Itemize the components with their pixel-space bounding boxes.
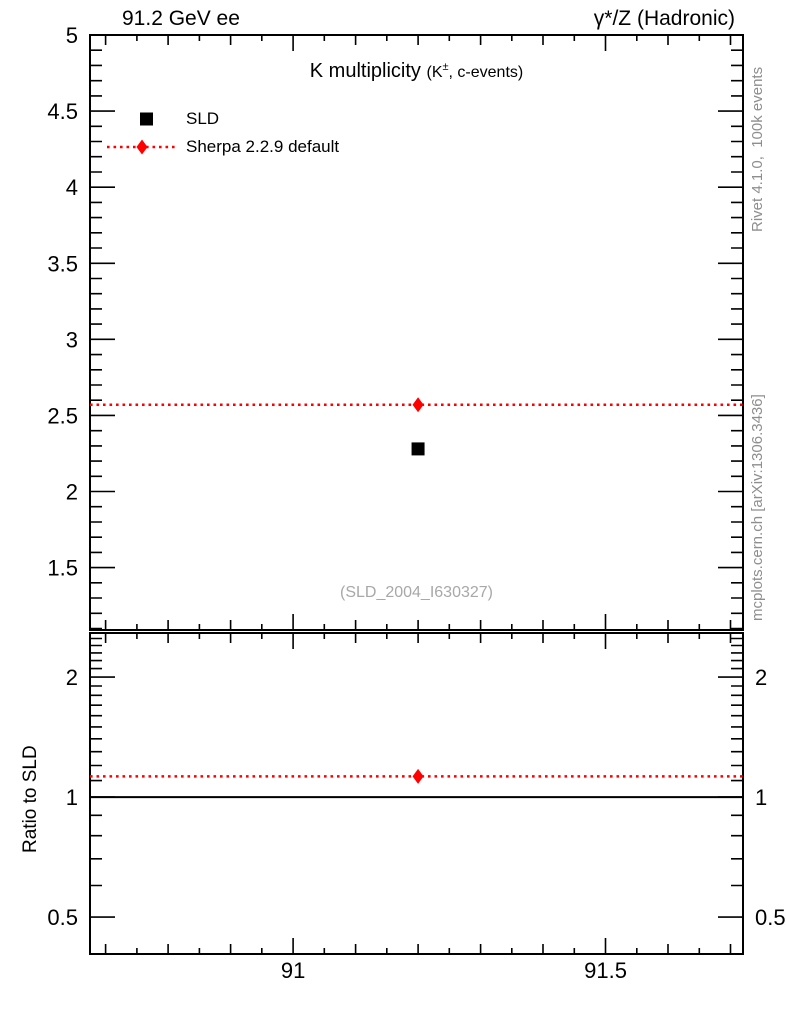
main-y-tick-label: 2 bbox=[66, 480, 78, 505]
ratio-y-tick-label-right: 1 bbox=[755, 785, 767, 810]
data-point-marker bbox=[411, 442, 425, 456]
ratio-y-tick-label-right: 2 bbox=[755, 665, 767, 690]
ratio-axis-title: Ratio to SLD bbox=[20, 745, 41, 853]
main-plot-frame bbox=[89, 34, 744, 631]
sherpa-diamond-line-icon bbox=[107, 139, 175, 155]
x-axis-ticks bbox=[104, 35, 732, 954]
process-label: γ*/Z (Hadronic) bbox=[593, 7, 735, 30]
mcplots-reference-note: mcplots.cern.ch [arXiv:1306.3436] bbox=[749, 394, 766, 621]
legend-diamond-marker bbox=[136, 139, 148, 155]
main-y-tick-label: 1.5 bbox=[47, 556, 78, 581]
beam-energy-label: 91.2 GeV ee bbox=[122, 7, 240, 30]
legend-item: SLD bbox=[105, 105, 339, 133]
x-tick-label: 91.5 bbox=[584, 958, 627, 983]
legend-item-label: Sherpa 2.2.9 default bbox=[186, 137, 340, 156]
mc-prediction-marker bbox=[412, 397, 424, 413]
ratio-plot-frame bbox=[89, 632, 744, 955]
plot-title: K multiplicity (K±, c-events) bbox=[90, 60, 743, 83]
ratio-y-tick-label-left: 1 bbox=[66, 785, 78, 810]
legend-square-marker bbox=[140, 112, 153, 126]
legend-item-label: SLD bbox=[186, 109, 220, 128]
ratio-y-tick-label-left: 0.5 bbox=[47, 905, 78, 930]
legend: SLD Sherpa 2.2.9 default bbox=[105, 105, 339, 161]
main-y-tick-label: 5 bbox=[66, 23, 78, 48]
main-y-tick-label: 4 bbox=[66, 175, 78, 200]
legend-item: Sherpa 2.2.9 default bbox=[105, 133, 339, 161]
rivet-version-note: Rivet 4.1.0, 100k events bbox=[749, 66, 766, 232]
ratio-y-tick-label-left: 2 bbox=[66, 665, 78, 690]
main-y-tick-label: 2.5 bbox=[47, 403, 78, 428]
ratio-y-axis-ticks bbox=[90, 637, 743, 918]
main-y-tick-label: 3 bbox=[66, 327, 78, 352]
main-y-tick-label: 3.5 bbox=[47, 251, 78, 276]
ratio-mc-marker bbox=[412, 768, 424, 784]
plot-title-detail: (K±, c-events) bbox=[426, 60, 524, 81]
plot-title-main: K multiplicity bbox=[309, 60, 427, 82]
x-tick-label: 91 bbox=[281, 958, 305, 983]
main-y-axis-ticks bbox=[90, 34, 743, 630]
analysis-id-watermark: (SLD_2004_I630327) bbox=[339, 584, 493, 601]
ratio-y-tick-label-right: 0.5 bbox=[755, 905, 786, 930]
main-y-tick-label: 4.5 bbox=[47, 99, 78, 124]
sld-square-icon bbox=[140, 112, 153, 126]
